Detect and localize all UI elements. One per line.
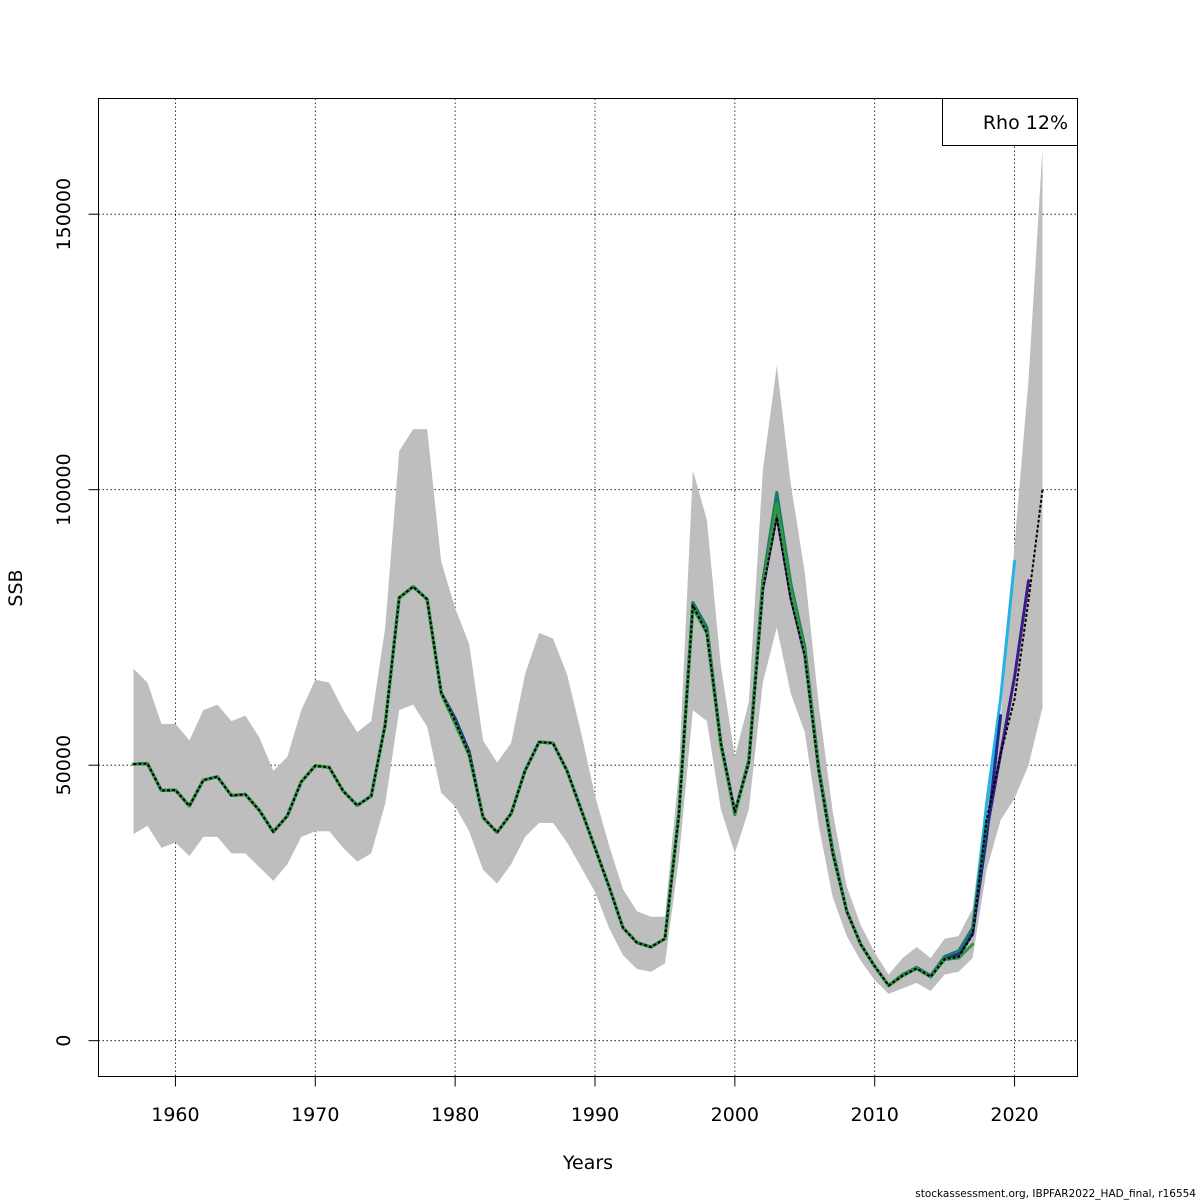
confidence-band [133,148,1043,994]
x-tick-label: 2020 [990,1104,1038,1126]
x-axis-label: Years [562,1152,613,1174]
x-tick-label: 1960 [151,1104,199,1126]
legend-text: Rho 12% [983,112,1068,134]
y-axis-label: SSB [5,569,27,606]
y-tick-label: 100000 [53,453,75,526]
x-tick-label: 2000 [711,1104,759,1126]
y-tick-label: 150000 [53,178,75,251]
legend: Rho 12% [942,98,1078,146]
x-tick-label: 1990 [571,1104,619,1126]
legend-box [942,98,1078,146]
series-lines [131,489,1044,988]
y-tick-label: 0 [53,1035,75,1047]
ssb-main-line [133,489,1044,987]
y-tick-label: 50000 [53,735,75,795]
plot-frame [98,98,1078,1077]
footer-credit: stockassessment.org, IBPFAR2022_HAD_fina… [915,1188,1196,1200]
x-tick-label: 1980 [431,1104,479,1126]
x-tick-label: 2010 [851,1104,899,1126]
axes: 1960 1970 1980 1990 2000 2010 2020 0 50000 100000… [53,178,1039,1126]
x-tick-label: 1970 [291,1104,339,1126]
